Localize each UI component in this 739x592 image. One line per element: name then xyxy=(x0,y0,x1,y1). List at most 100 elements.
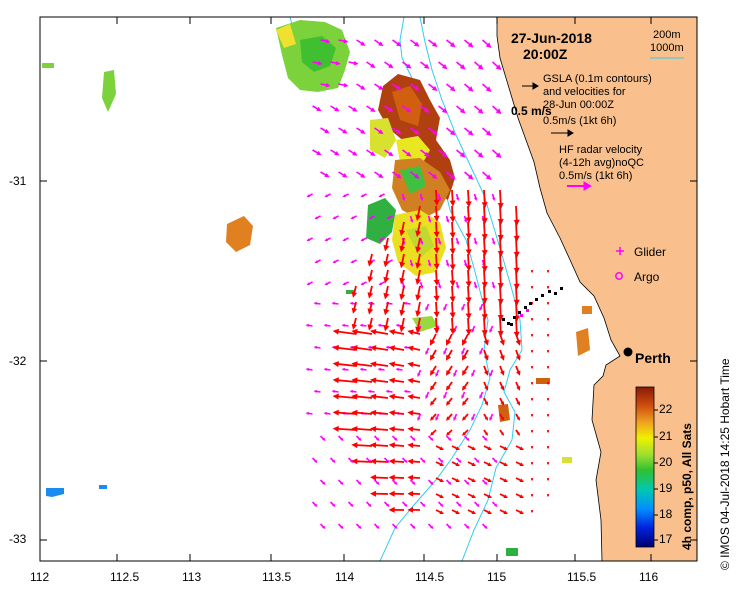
hf-radar-vector xyxy=(465,269,472,288)
gsla-vector xyxy=(481,523,488,529)
hf-radar-vector xyxy=(399,237,406,253)
glider-marker xyxy=(520,309,529,317)
hf-radar-vector xyxy=(407,442,421,449)
gsla-vector xyxy=(410,171,420,179)
contour-1000m-label: 1000m xyxy=(650,42,684,54)
gsla-vector xyxy=(319,523,326,529)
hf-radar-vector xyxy=(370,490,389,497)
gsla-vector xyxy=(377,367,385,372)
hf-radar-vector xyxy=(531,334,533,337)
gsla-vector xyxy=(446,39,456,48)
hf-radar-vector xyxy=(388,361,405,368)
hf-radar-vector xyxy=(483,333,489,346)
gsla-vector xyxy=(378,281,385,285)
hf-radar-vector xyxy=(332,361,357,368)
hf-radar-vector xyxy=(433,301,440,318)
hf-radar-vector xyxy=(351,301,358,314)
gsla-vector xyxy=(402,149,412,157)
colorbar-tick-label: 18 xyxy=(659,507,673,521)
hf-radar-vector xyxy=(462,365,469,376)
hf-radar-vector xyxy=(531,286,533,289)
gsla-vector xyxy=(368,215,375,219)
hf-radar-vector xyxy=(451,461,460,466)
hf-radar-vector xyxy=(547,462,549,465)
hf-legend-line1: HF radar velocity xyxy=(559,144,643,156)
gsla-vector xyxy=(391,479,398,485)
hf-radar-vector xyxy=(547,478,549,481)
hf-radar-vector xyxy=(433,189,440,206)
x-tick-label: 114.5 xyxy=(415,570,445,584)
gsla-vector xyxy=(410,127,420,135)
hf-radar-vector xyxy=(483,349,489,361)
gsla-vector xyxy=(324,281,331,285)
gsla-vector xyxy=(332,259,339,263)
hf-radar-vector xyxy=(547,286,549,289)
hf-radar-vector xyxy=(351,425,373,432)
gsla-vector xyxy=(311,457,318,463)
hf-radar-vector xyxy=(407,490,421,497)
gsla-vector xyxy=(438,61,448,70)
colorbar-tick-label: 17 xyxy=(659,532,673,546)
gsla-vector xyxy=(445,215,450,223)
gsla-vector xyxy=(373,479,380,485)
hf-radar-vector xyxy=(465,317,472,336)
hf-radar-vector xyxy=(547,430,549,433)
gsla-vector xyxy=(417,413,422,421)
gsla-vector xyxy=(350,215,357,219)
hf-radar-vector xyxy=(483,381,489,391)
hf-radar-vector xyxy=(449,285,456,303)
hf-radar-vector xyxy=(399,317,406,333)
hf-radar-vector xyxy=(430,413,437,421)
hf-radar-vector xyxy=(433,317,440,334)
gsla-vector xyxy=(425,347,430,355)
gsla-vector xyxy=(320,171,330,178)
hf-radar-vector xyxy=(415,301,422,317)
hf-radar-vector xyxy=(515,413,520,421)
gsla-vector xyxy=(324,193,331,197)
gsla-vector xyxy=(374,127,384,135)
hf-radar-vector xyxy=(483,493,492,498)
gsla-vector xyxy=(395,367,403,372)
gsla-vector xyxy=(306,281,313,285)
hf-radar-vector xyxy=(481,237,488,257)
gsla-vector xyxy=(313,345,321,350)
colorbar-tick-label: 20 xyxy=(659,455,673,469)
gsla-vector xyxy=(435,369,440,377)
gsla-vector xyxy=(360,237,367,241)
gsla-vector xyxy=(427,435,434,441)
gsla-vector xyxy=(360,281,367,285)
gsla-vector xyxy=(305,411,313,416)
hf-scale-arrow xyxy=(567,181,593,191)
gsla-vector xyxy=(473,193,478,201)
gsla-vector xyxy=(338,38,349,44)
gsla-vector xyxy=(482,127,492,136)
gsla-vector xyxy=(320,127,330,134)
hf-radar-vector xyxy=(483,429,488,436)
credit-label: © IMOS 04-Jul-2018 14:25 Hobart Time xyxy=(718,358,732,570)
gsla-vector xyxy=(367,389,375,394)
hf-radar-vector xyxy=(446,413,453,421)
x-tick-label: 115.5 xyxy=(567,570,597,584)
hf-radar-vector xyxy=(515,397,520,406)
gsla-vector xyxy=(491,501,498,507)
hf-radar-vector xyxy=(449,301,456,319)
gsla-vector xyxy=(356,171,366,178)
gsla-vector xyxy=(474,149,484,158)
gsla-vector xyxy=(437,237,442,245)
hf-radar-vector xyxy=(497,301,504,321)
gsla-vector xyxy=(347,501,354,507)
hf-radar-vector xyxy=(407,345,421,352)
gsla-vector xyxy=(402,61,412,69)
gsla-vector xyxy=(437,281,442,289)
gsla-vector xyxy=(491,281,496,289)
gsla-vector xyxy=(427,523,434,529)
gsla-vector xyxy=(391,435,398,441)
gsla-vector xyxy=(445,479,452,485)
hf-radar-vector xyxy=(332,344,357,351)
hf-radar-vector xyxy=(370,377,389,384)
gsla-vector xyxy=(455,193,460,201)
gsla-vector xyxy=(463,523,470,529)
gsla-vector xyxy=(366,105,376,113)
gsla-vector xyxy=(373,435,380,441)
